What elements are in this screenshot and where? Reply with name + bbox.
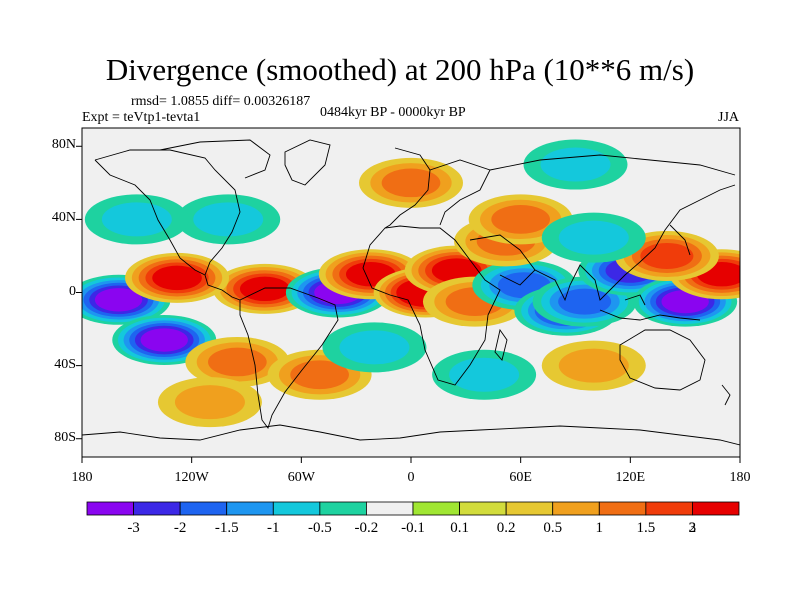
y-tick-label: 80S (54, 429, 76, 445)
divergence-cell-20-1 (101, 202, 172, 237)
x-tick-label: 60W (287, 470, 315, 485)
divergence-cell-15-3 (640, 242, 694, 269)
y-tick-label: 0 (69, 283, 76, 299)
colorbar-swatch (552, 501, 600, 516)
colorbar (86, 501, 740, 516)
divergence-cell-22-2 (290, 360, 349, 390)
colorbar-swatch (226, 501, 274, 516)
x-tick-label: 180 (729, 470, 751, 485)
colorbar-label: 1.5 (636, 520, 656, 536)
colorbar-label: 1 (595, 520, 604, 536)
divergence-cell-25-1 (558, 348, 629, 383)
x-tick-marks (81, 457, 741, 463)
divergence-cell-27-2 (381, 168, 441, 198)
x-tick-label: 0 (407, 470, 415, 485)
colorbar-label: -1.5 (214, 520, 239, 536)
divergence-cell-23-1 (339, 330, 410, 365)
y-tick-label: 40N (51, 210, 76, 226)
divergence-cell-19-1 (193, 202, 264, 237)
experiment-label: Expt = teVtp1-tevta1 (82, 110, 201, 125)
colorbar-swatch (692, 501, 740, 516)
divergence-cell-26-1 (174, 385, 245, 420)
colorbar-label: 3 (688, 520, 697, 536)
colorbar-swatch (366, 501, 414, 516)
divergence-cell-2-4 (239, 276, 290, 302)
colorbar-swatch (645, 501, 693, 516)
divergence-cell-1-5 (140, 328, 188, 352)
colorbar-label: -3 (127, 520, 140, 536)
season-label: JJA (718, 110, 740, 125)
colorbar-label: 2 (688, 520, 697, 536)
divergence-cell-18-1 (558, 220, 629, 255)
colorbar-label: -1 (267, 520, 280, 536)
x-tick-label: 120E (615, 470, 646, 485)
divergence-cell-21-2 (208, 347, 267, 377)
divergence-cell-3-4 (152, 265, 202, 291)
period-label: 0484kyr BP - 0000kyr BP (320, 105, 466, 120)
y-tick-label: 80N (51, 137, 76, 153)
colorbar-swatch (459, 501, 507, 516)
y-tick-label: 40S (54, 356, 76, 372)
colorbar-label: -0.5 (307, 520, 332, 536)
colorbar-swatch (86, 501, 134, 516)
colorbar-swatch (179, 501, 228, 516)
divergence-cell-0-5 (94, 288, 143, 312)
colorbar-label: 0.5 (543, 520, 563, 536)
divergence-cell-17-2 (491, 205, 550, 234)
colorbar-swatch (505, 501, 554, 516)
colorbar-label: 0.2 (496, 520, 516, 536)
colorbar-swatch (133, 501, 181, 516)
colorbar-label: -0.1 (401, 520, 425, 536)
coastlines (82, 139, 740, 446)
divergence-field (82, 139, 740, 428)
x-tick-label: 120W (174, 470, 209, 485)
colorbar-label: -2 (173, 520, 187, 536)
colorbar-label: 0.1 (450, 520, 469, 536)
y-tick-marks (76, 145, 82, 440)
colorbar-swatch (598, 501, 647, 516)
colorbar-swatch (319, 501, 367, 516)
divergence-cell-28-1 (540, 147, 611, 182)
colorbar-swatch (272, 501, 321, 516)
rmsd-diff-stats: rmsd= 1.0855 diff= 0.00326187 (131, 94, 311, 109)
colorbar-label: -0.2 (354, 520, 379, 536)
x-tick-label: 60E (509, 470, 532, 485)
divergence-cell-11-3 (558, 288, 612, 315)
chart-title: Divergence (smoothed) at 200 hPa (10**6 … (105, 52, 695, 87)
divergence-cell-24-1 (449, 357, 520, 392)
divergence-cell-7-4 (431, 258, 482, 283)
x-tick-label: 180 (71, 470, 93, 485)
colorbar-swatch (412, 501, 460, 516)
